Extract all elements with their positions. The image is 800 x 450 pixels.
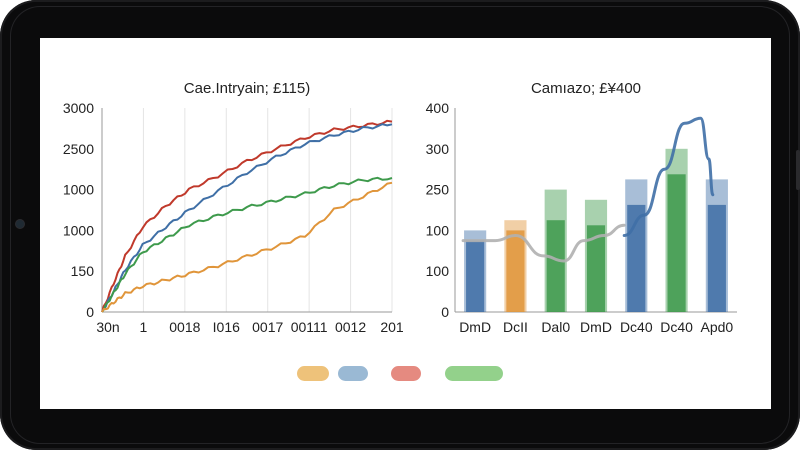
bar-overlay [506,230,525,312]
line-chart-x-tick-label: 201 [380,319,404,335]
bar-chart-y-tick-label: 400 [426,100,450,116]
charts-canvas: Cae.Intryain; £115)300025001000100015003… [63,80,737,335]
bar-chart-y-tick-label: 300 [426,141,450,157]
bar-overlay [466,240,485,312]
front-camera [16,220,24,228]
bar-chart-x-tick-label: Dc40 [660,319,693,335]
bar-chart-y-tick-label: 0 [441,304,449,320]
line-chart-x-tick-label: 00111 [291,319,328,335]
line-chart-x-tick-label: 0018 [169,319,200,335]
line-chart-x-tick-label: 30n [96,319,119,335]
blue-swatch[interactable] [338,366,368,381]
line-chart-y-tick-label: 0 [86,304,94,320]
line-series-3 [101,181,393,313]
bar-chart-y-tick-label: 100 [426,263,450,279]
screen: Cae.Intryain; £115) 3000 2500 1000 1000 150 0 3… [40,38,771,409]
bar-chart-y-tick-label: 250 [426,182,450,198]
bar-chart-x-tick-label: DmD [459,319,491,335]
line-chart-x-tick-label: 1 [140,319,148,335]
red-swatch[interactable] [391,366,421,381]
bar-chart-x-tick-label: Dc40 [620,319,653,335]
bar-overlay [707,204,726,312]
bar-chart-x-tick-label: DcII [503,319,528,335]
bar-chart-y-tick-label: 100 [426,222,450,238]
bar-overlay [586,225,606,312]
line-chart-title: Cae.Intryain; £115) [184,80,310,97]
bar-chart-x-tick-label: Apd0 [701,319,734,335]
line-chart-y-tick-label: 2500 [63,141,94,157]
bar-overlay [667,174,686,312]
line-chart-x-tick-label: 0012 [335,319,366,335]
line-chart-x-tick-label: I016 [213,319,240,335]
bar-chart-title: Camıazo; £¥400 [531,80,641,97]
line-series-0 [101,119,393,313]
line-chart-y-tick-label: 1000 [63,222,94,238]
line-series-2 [101,176,393,313]
bar-chart-x-tick-label: Dal0 [541,319,570,335]
line-series-1 [101,123,393,312]
green-swatch[interactable] [445,366,503,381]
bar-chart-x-tick-label: DmD [580,319,612,335]
line-chart-y-tick-label: 1000 [63,182,94,198]
volume-button[interactable] [796,150,800,190]
line-chart-y-tick-label: 3000 [63,100,94,116]
bar-chart-line-overlay-1 [622,116,715,237]
line-chart-y-tick-label: 150 [71,263,95,279]
bar-overlay [546,220,565,312]
orange-swatch[interactable] [297,366,329,381]
line-chart-x-tick-label: 0017 [252,319,283,335]
bar-chart-line-overlay-0 [461,223,626,263]
